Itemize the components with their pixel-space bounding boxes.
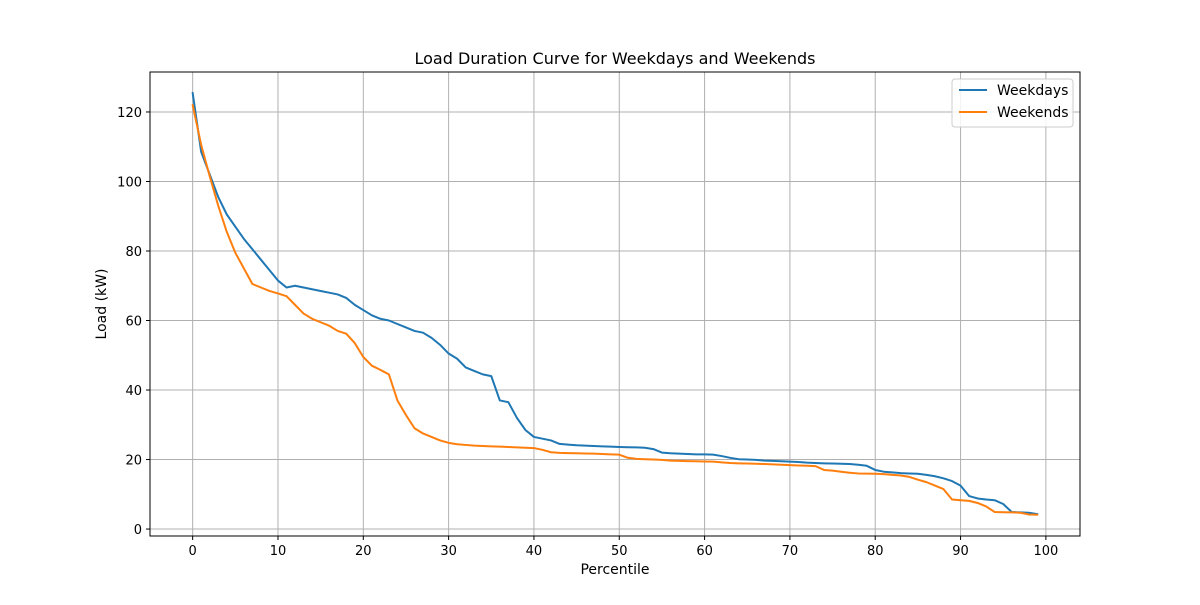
x-tick-label: 90 (952, 544, 969, 559)
x-tick-label: 20 (355, 544, 372, 559)
series-line-weekends (191, 104, 1039, 516)
y-axis-label: Load (kW) (94, 269, 110, 340)
chart-title: Load Duration Curve for Weekdays and Wee… (414, 49, 815, 68)
x-tick-label: 80 (867, 544, 884, 559)
y-tick-label: 80 (125, 245, 142, 260)
x-tick-label: 60 (696, 544, 713, 559)
x-tick-label: 70 (782, 544, 799, 559)
x-tick-label: 50 (611, 544, 628, 559)
y-tick-label: 40 (125, 384, 142, 399)
plot-frame (149, 71, 1081, 537)
legend: Weekdays Weekends (951, 78, 1074, 128)
series-layer (191, 91, 1039, 516)
y-tick-label: 120 (117, 106, 142, 121)
tick-layer: 0 10 20 30 40 50 60 70 80 90 100 0 20 40 60 80 100 120 (117, 106, 1058, 559)
x-tick-label: 40 (526, 544, 543, 559)
x-tick-label: 0 (189, 544, 197, 559)
legend-label-weekends: Weekends (997, 105, 1069, 121)
x-tick-label: 100 (1033, 544, 1058, 559)
x-tick-label: 10 (270, 544, 287, 559)
y-tick-label: 60 (125, 315, 142, 330)
legend-label-weekdays: Weekdays (997, 83, 1068, 99)
y-tick-label: 20 (125, 454, 142, 469)
y-tick-label: 100 (117, 175, 142, 190)
y-tick-label: 0 (134, 523, 142, 538)
x-axis-label: Percentile (580, 562, 649, 578)
grid-layer (150, 72, 1080, 536)
series-line-weekdays (191, 91, 1039, 516)
x-tick-label: 30 (440, 544, 457, 559)
